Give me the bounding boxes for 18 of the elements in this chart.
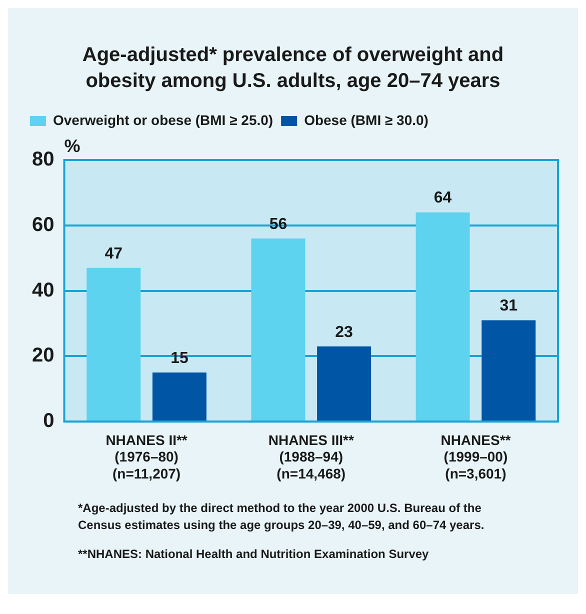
chart-title: Age-adjusted* prevalence of overweight and obesity among U.S. adults, age 20–74 years [81, 43, 505, 94]
y-tick-label: 40 [32, 279, 54, 302]
text: *Age-adjusted by the direct method to the year 2000 U.S. Bureau of the Census estimates using the age groups 20–39, 40–59, and 60–74 years. [78, 500, 486, 534]
legend-label: Obese (BMI ≥ 30.0) [304, 112, 428, 128]
x-tick-label: NHANES** (1999–00) (n=3,601) [440, 432, 512, 482]
x-tick-label: NHANES III** (1988–94) (n=14,468) [268, 432, 354, 482]
legend-label: Overweight or obese (BMI ≥ 25.0) [53, 112, 274, 128]
y-tick-label: 0 [43, 410, 54, 432]
y-tick-label: 20 [32, 344, 54, 367]
y-tick-label: 80 [32, 148, 54, 171]
data-label: 64 [434, 190, 452, 207]
text: **NHANES: National Health and Nutrition Examination Survey [78, 546, 430, 562]
data-label: 23 [335, 324, 354, 341]
data-label: 31 [500, 298, 518, 315]
x-tick-label: NHANES II** (1976–80) (n=11,207) [106, 432, 188, 482]
y-axis-title: % [64, 136, 80, 156]
data-label: 47 [104, 245, 123, 262]
y-tick-label: 60 [32, 214, 54, 236]
